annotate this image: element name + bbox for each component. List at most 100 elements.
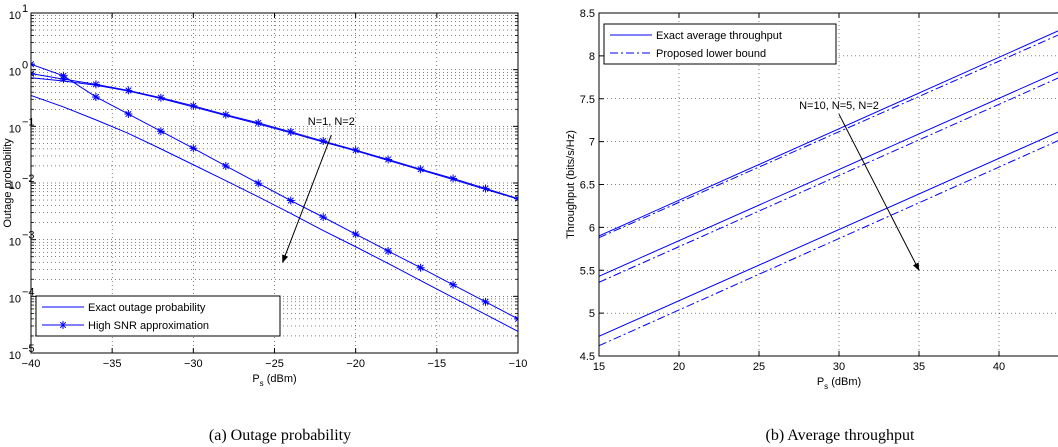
series-line-4	[599, 77, 1058, 283]
data-point-marker	[351, 230, 360, 239]
average-throughput-chart: 15 20 25 30 35 40 4.5 5 5.5 6 6.5 7 7.5 8 8.5 Ps (dBm) T…	[565, 8, 1058, 444]
y-tick-label: 10	[9, 180, 21, 192]
x-tick-label: −40	[22, 358, 41, 370]
data-point-marker	[384, 247, 393, 256]
data-point-marker	[449, 280, 458, 289]
data-point-marker	[156, 93, 165, 102]
x-axis-label: Ps (dBm)	[817, 376, 861, 391]
data-point-marker	[319, 213, 328, 222]
x-tick-label: 30	[833, 361, 845, 373]
y-tick-label-exponent: −4	[22, 286, 35, 298]
data-point-marker	[254, 118, 263, 127]
series-line-5	[599, 131, 1058, 337]
y-tick-label: 6.5	[580, 180, 595, 192]
data-point-marker	[254, 179, 263, 188]
data-point-marker	[156, 127, 165, 136]
legend-label-2: Proposed lower bound	[656, 48, 766, 60]
annotation-arrow	[838, 113, 920, 271]
data-point-marker	[286, 127, 295, 136]
legend: Exact average throughput Proposed lower b…	[603, 23, 837, 65]
legend-label-2: High SNR approximation	[88, 320, 209, 332]
legend-label-1: Exact outage probability	[88, 302, 206, 314]
series-line-4	[31, 63, 518, 320]
data-point-marker	[449, 174, 458, 183]
series-group	[599, 30, 1058, 347]
data-point-marker	[189, 101, 198, 110]
x-tick-label: 35	[913, 361, 925, 373]
y-tick-label-exponent: 0	[22, 60, 28, 72]
x-tick-label: −35	[103, 358, 122, 370]
figure-caption: (b) Average throughput	[766, 427, 916, 444]
figure-caption: (a) Outage probability	[209, 427, 351, 444]
series-line-6	[599, 140, 1058, 347]
data-point-marker	[189, 144, 198, 153]
x-tick-label: 40	[993, 361, 1005, 373]
y-tick-label: 8.5	[580, 8, 595, 20]
x-tick-label: −20	[346, 358, 365, 370]
y-tick-label-exponent: −2	[22, 173, 35, 185]
y-tick-label: 7	[589, 137, 595, 149]
series-line-2	[599, 34, 1058, 239]
x-tick-label: 15	[593, 361, 605, 373]
ticks: −40 −35 −30 −25 −20 −15 −1010−510−410−310−210−…	[9, 3, 528, 370]
ticks: 15 20 25 30 35 40 4.5 5 5.5 6 6.5 7 7.5 8 8.5	[580, 8, 1005, 373]
series-line-2	[31, 73, 518, 200]
data-point-marker	[384, 155, 393, 164]
x-tick-label: 20	[673, 361, 685, 373]
x-tick-label: 25	[753, 361, 765, 373]
y-tick-label: 7.5	[580, 94, 595, 106]
data-point-marker	[319, 137, 328, 146]
y-tick-label: 10	[9, 67, 21, 79]
data-point-marker	[481, 184, 490, 193]
series-group	[31, 60, 518, 332]
annotation-label: N=10, N=5, N=2	[799, 100, 879, 112]
series-line-3	[599, 71, 1058, 277]
legend-label-1: Exact average throughput	[656, 30, 782, 42]
y-tick-label: 10	[9, 123, 21, 135]
legend-box	[603, 23, 837, 65]
data-point-marker	[124, 86, 133, 95]
y-tick-label-exponent: 1	[22, 3, 28, 15]
data-point-marker	[416, 263, 425, 272]
y-tick-label: 10	[9, 293, 21, 305]
y-tick-label: 5.5	[580, 265, 595, 277]
y-tick-label: 10	[9, 350, 21, 362]
series-line-3	[31, 95, 518, 332]
y-tick-label-exponent: −5	[22, 343, 35, 355]
y-tick-label: 8	[589, 51, 595, 63]
outage-probability-chart: −40 −35 −30 −25 −20 −15 −1010−510−410−310−210−…	[2, 3, 527, 444]
x-tick-label: −30	[184, 358, 203, 370]
annotation-arrow	[282, 134, 332, 263]
y-tick-label-exponent: −1	[22, 116, 35, 128]
data-point-marker	[481, 297, 490, 306]
data-point-marker	[221, 161, 230, 170]
y-tick-label-exponent: −3	[22, 230, 35, 242]
y-tick-label: 10	[9, 10, 21, 22]
y-axis-label: Outage probability	[2, 138, 14, 228]
data-point-marker	[416, 165, 425, 174]
data-point-marker	[221, 110, 230, 119]
grid	[31, 13, 518, 353]
data-point-marker	[351, 146, 360, 155]
x-tick-label: −15	[427, 358, 446, 370]
y-tick-label: 10	[9, 237, 21, 249]
data-point-marker	[91, 92, 100, 101]
y-axis-label: Throughput (bits/s/Hz)	[565, 130, 577, 239]
y-tick-label: 4.5	[580, 351, 595, 363]
legend: Exact outage probability High SNR approxi…	[35, 295, 281, 337]
series-line-1	[599, 30, 1058, 237]
legend-box	[35, 295, 281, 337]
data-point-marker	[59, 71, 68, 80]
data-point-marker	[286, 196, 295, 205]
y-tick-label: 6	[589, 222, 595, 234]
x-tick-label: −10	[509, 358, 528, 370]
data-point-marker	[124, 110, 133, 119]
x-tick-label: −25	[265, 358, 284, 370]
y-tick-label: 5	[589, 308, 595, 320]
annotation-label: N=1, N=2	[308, 116, 355, 128]
legend-marker	[59, 321, 67, 329]
data-point-marker	[91, 80, 100, 89]
series-line-1	[31, 77, 518, 200]
x-axis-label: Ps (dBm)	[252, 373, 296, 388]
